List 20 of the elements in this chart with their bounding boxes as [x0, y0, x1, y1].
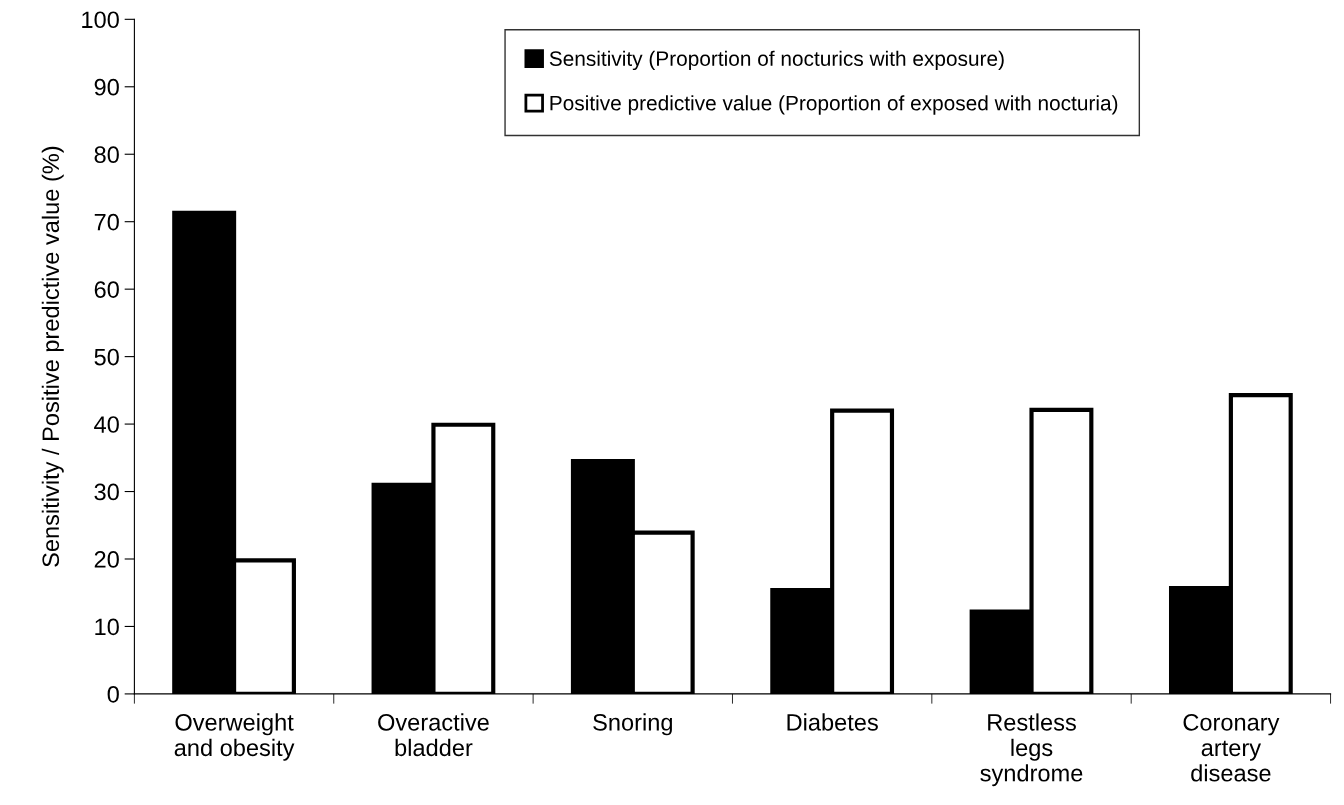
y-tick-label: 100 — [82, 11, 119, 29]
y-tick-label: 50 — [94, 348, 119, 366]
x-tick-label: Overweight and obesity — [174, 713, 295, 761]
legend-label: Sensitivity (Proportion of nocturics with exposure) — [549, 50, 1004, 71]
x-tick-label: Snoring — [593, 713, 672, 736]
y-tick-label: 0 — [107, 685, 119, 703]
x-tick-label: Overactive bladder — [378, 713, 489, 757]
x-tick-label: Diabetes — [787, 713, 878, 731]
x-tick-label: Coronary artery disease — [1183, 713, 1280, 782]
legend-label: Positive predictive value (Proportion of exposed with nocturia) — [550, 95, 1118, 115]
y-tick-label: 40 — [94, 416, 119, 433]
y-tick-label: 10 — [95, 618, 119, 636]
y-axis-title: Sensitivity / Positive predictive value (%) — [41, 146, 64, 567]
y-tick-label: 90 — [94, 78, 119, 96]
x-tick-label: Restless legs syndrome — [980, 713, 1083, 787]
y-tick-label: 30 — [94, 483, 119, 501]
y-tick-label: 70 — [94, 213, 119, 231]
y-tick-label: 60 — [94, 281, 119, 298]
y-tick-label: 80 — [94, 146, 119, 164]
y-tick-label: 20 — [94, 551, 119, 568]
